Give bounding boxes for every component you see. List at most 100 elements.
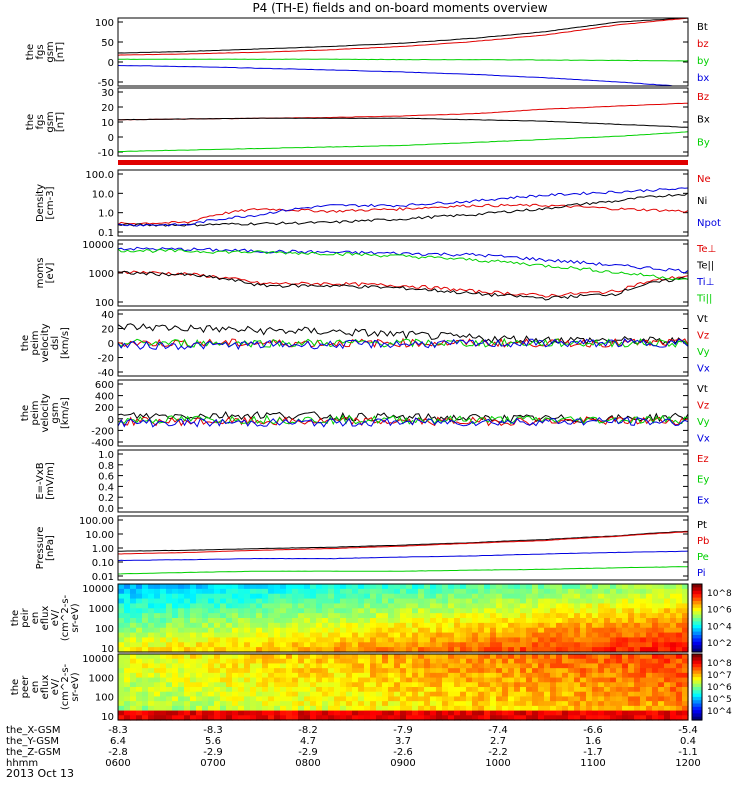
- heatmap-cell: [358, 668, 365, 674]
- colorbar-segment: [692, 663, 702, 668]
- heatmap-cell: [304, 658, 311, 665]
- heatmap-cell: [298, 647, 305, 653]
- legend-entry: Pe: [697, 552, 709, 563]
- heatmap-cell: [514, 593, 521, 600]
- heatmap-cell: [184, 696, 191, 702]
- heatmap-cell: [352, 647, 359, 653]
- heatmap-cell: [394, 598, 401, 605]
- heatmap-cell: [160, 613, 167, 619]
- heatmap-cell: [622, 672, 629, 679]
- heatmap-cell: [658, 687, 665, 693]
- heatmap-cell: [364, 658, 371, 665]
- heatmap-cell: [676, 622, 683, 629]
- heatmap-cell: [520, 598, 527, 605]
- heatmap-cell: [232, 598, 239, 605]
- heatmap-cell: [304, 608, 311, 614]
- heatmap-cell: [484, 647, 491, 653]
- heatmap-cell: [238, 603, 245, 609]
- heatmap-cell: [502, 642, 509, 648]
- heatmap-cell: [322, 682, 329, 688]
- heatmap-cell: [616, 701, 623, 707]
- heatmap-cell: [244, 647, 251, 653]
- heatmap-cell: [208, 701, 215, 707]
- heatmap-cell: [142, 696, 149, 702]
- ytick-label: 100: [95, 693, 114, 704]
- heatmap-cell: [328, 658, 335, 665]
- heatmap-cell: [136, 584, 143, 590]
- heatmap-cell: [364, 654, 371, 660]
- heatmap-cell: [622, 618, 629, 624]
- heatmap-cell: [610, 613, 617, 619]
- heatmap-cell: [622, 603, 629, 609]
- heatmap-cell: [298, 705, 305, 712]
- heatmap-cell: [622, 627, 629, 634]
- heatmap-cell: [310, 593, 317, 600]
- heatmap-cell: [556, 654, 563, 660]
- heatmap-cell: [334, 658, 341, 665]
- heatmap-cell: [388, 677, 395, 683]
- heatmap-cell: [658, 613, 665, 619]
- heatmap-cell: [478, 682, 485, 688]
- heatmap-cell: [238, 588, 245, 595]
- heatmap-cell: [544, 682, 551, 688]
- heatmap-cell: [160, 663, 167, 669]
- heatmap-cell: [676, 632, 683, 639]
- heatmap-cell: [196, 696, 203, 702]
- heatmap-cell: [190, 647, 197, 653]
- heatmap-cell: [568, 622, 575, 629]
- heatmap-cell: [658, 691, 665, 698]
- heatmap-cell: [328, 593, 335, 600]
- ytick-label: 1.0: [98, 450, 114, 461]
- heatmap-cell: [406, 632, 413, 639]
- ytick-label: -50: [98, 78, 114, 89]
- heatmap-cell: [568, 608, 575, 614]
- heatmap-cell: [274, 618, 281, 624]
- heatmap-cell: [376, 654, 383, 660]
- heatmap-cell: [394, 613, 401, 619]
- heatmap-cell: [268, 608, 275, 614]
- heatmap-cell: [550, 608, 557, 614]
- heatmap-cell: [478, 696, 485, 702]
- heatmap-cell: [388, 710, 395, 716]
- heatmap-cell: [442, 608, 449, 614]
- heatmap-cell: [556, 584, 563, 590]
- heatmap-cell: [418, 598, 425, 605]
- heatmap-cell: [346, 593, 353, 600]
- heatmap-cell: [130, 642, 137, 648]
- heatmap-cell: [466, 627, 473, 634]
- heatmap-cell: [142, 618, 149, 624]
- heatmap-cell: [322, 608, 329, 614]
- ytick-label: 10: [101, 712, 114, 723]
- heatmap-cell: [424, 682, 431, 688]
- heatmap-cell: [664, 705, 671, 712]
- heatmap-cell: [358, 603, 365, 609]
- heatmap-cell: [556, 672, 563, 679]
- heatmap-cell: [136, 668, 143, 674]
- heatmap-cell: [598, 647, 605, 653]
- heatmap-cell: [406, 710, 413, 716]
- heatmap-cell: [118, 658, 125, 665]
- heatmap-cell: [172, 598, 179, 605]
- heatmap-cell: [358, 654, 365, 660]
- heatmap-cell: [358, 637, 365, 643]
- heatmap-cell: [160, 637, 167, 643]
- heatmap-cell: [526, 622, 533, 629]
- heatmap-cell: [412, 701, 419, 707]
- heatmap-cell: [268, 658, 275, 665]
- heatmap-cell: [490, 658, 497, 665]
- heatmap-cell: [130, 608, 137, 614]
- heatmap-cell: [268, 598, 275, 605]
- ylabel-line: moms: [35, 258, 46, 289]
- heatmap-cell: [466, 584, 473, 590]
- heatmap-cell: [508, 672, 515, 679]
- heatmap-cell: [328, 701, 335, 707]
- heatmap-cell: [544, 672, 551, 679]
- heatmap-cell: [490, 627, 497, 634]
- heatmap-cell: [238, 710, 245, 716]
- heatmap-cell: [466, 598, 473, 605]
- colorbar-segment: [692, 648, 702, 653]
- heatmap-cell: [664, 622, 671, 629]
- heatmap-cell: [292, 642, 299, 648]
- heatmap-cell: [154, 701, 161, 707]
- heatmap-cell: [622, 613, 629, 619]
